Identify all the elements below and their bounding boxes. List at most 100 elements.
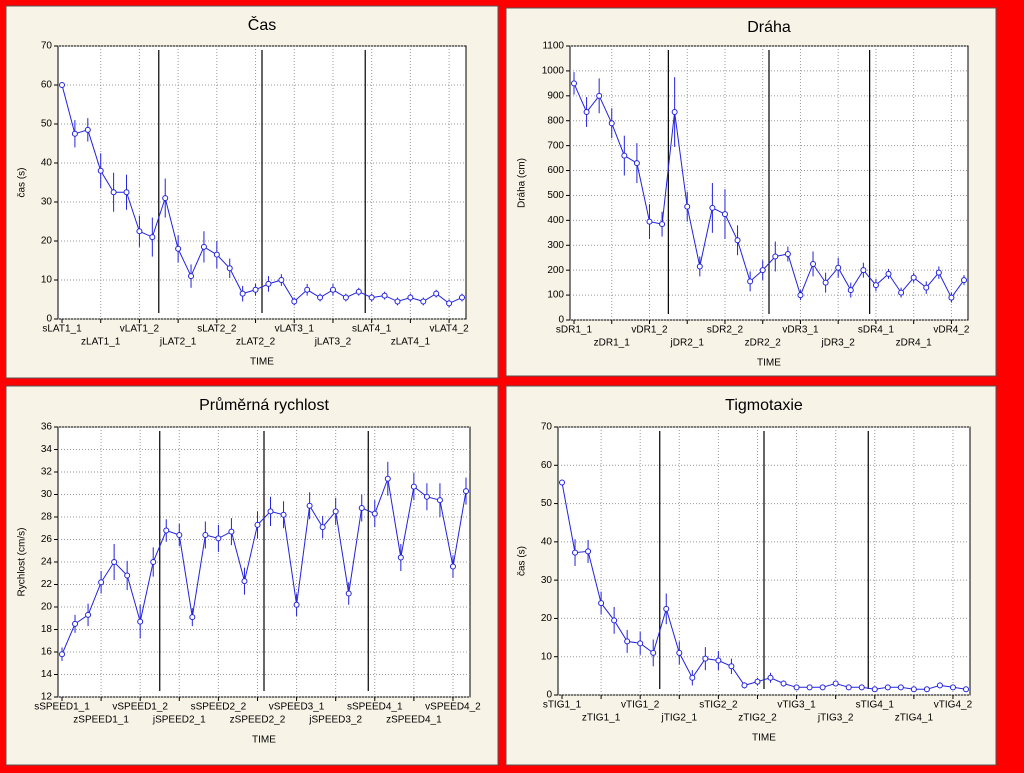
data-point [689, 674, 696, 681]
data-point [858, 684, 865, 691]
y-tick-label: 70 [41, 41, 53, 52]
data-point [772, 253, 779, 260]
data-point [819, 684, 826, 691]
y-tick-label: 28 [41, 512, 53, 523]
x-tick-label: vDR3_1 [782, 325, 819, 336]
y-tick-label: 12 [41, 692, 53, 703]
x-tick-label: zSPEED4_1 [386, 715, 442, 726]
x-tick-label: vTIG4_2 [934, 700, 973, 711]
x-tick-label: zLAT2_2 [236, 337, 276, 348]
data-point [265, 280, 272, 287]
data-point [241, 578, 248, 585]
data-point [884, 684, 891, 691]
data-point [59, 82, 65, 88]
y-axis-label: čas (s) [517, 546, 528, 576]
x-tick-label: zTIG1_1 [582, 713, 621, 724]
data-point [650, 649, 657, 656]
y-tick-label: 0 [46, 314, 52, 325]
data-point [72, 620, 79, 627]
data-point [767, 674, 774, 681]
y-tick-label: 100 [547, 290, 564, 301]
y-tick-label: 60 [541, 460, 553, 471]
y-tick-label: 700 [547, 140, 564, 151]
y-axis-label: čas (s) [17, 168, 28, 198]
x-tick-label: sDR1_1 [556, 325, 593, 336]
y-tick-label: 300 [547, 240, 564, 251]
data-point [923, 686, 930, 693]
data-point [910, 686, 917, 693]
y-tick-label: 900 [547, 90, 564, 101]
data-point [637, 640, 644, 647]
data-point [384, 475, 391, 482]
data-point [759, 267, 766, 274]
data-point [319, 524, 326, 531]
x-tick-label: jTIG2_1 [661, 713, 698, 724]
x-tick-label: zSPEED1_1 [73, 715, 129, 726]
x-tick-label: zLAT1_1 [81, 337, 121, 348]
data-point [583, 109, 590, 116]
x-tick-label: sTIG2_2 [699, 700, 738, 711]
data-point [709, 204, 716, 211]
data-point [433, 290, 440, 297]
y-tick-label: 10 [541, 651, 553, 662]
data-point [228, 528, 235, 535]
y-tick-label: 22 [41, 579, 53, 590]
y-tick-label: 50 [41, 119, 53, 130]
x-tick-label: vLAT1_2 [120, 324, 160, 335]
x-tick-label: zDR2_2 [745, 338, 782, 349]
data-point [949, 684, 956, 691]
x-tick-label: sTIG1_1 [543, 700, 582, 711]
x-tick-label: zLAT4_1 [391, 337, 431, 348]
chart-title: Čas [248, 15, 276, 34]
x-axis-label: TIME [252, 735, 276, 746]
y-tick-label: 50 [541, 498, 553, 509]
data-point [923, 284, 930, 291]
x-tick-label: jLAT3_2 [314, 337, 352, 348]
y-tick-label: 70 [541, 422, 553, 433]
x-tick-label: jSPEED3_2 [308, 715, 362, 726]
data-point [885, 270, 892, 277]
data-point [98, 579, 105, 586]
x-tick-label: vLAT3_1 [275, 324, 315, 335]
x-tick-label: sLAT2_2 [197, 324, 237, 335]
data-point [676, 649, 683, 656]
data-point [342, 294, 349, 301]
y-tick-label: 20 [41, 602, 53, 613]
data-point [226, 265, 233, 272]
y-tick-label: 200 [547, 265, 564, 276]
x-tick-label: jTIG3_2 [817, 713, 854, 724]
y-tick-label: 60 [41, 80, 53, 91]
data-point [734, 237, 741, 244]
data-point [97, 167, 104, 174]
data-point [150, 559, 157, 565]
y-tick-label: 40 [41, 158, 53, 169]
data-point [371, 510, 378, 517]
data-point [278, 277, 285, 283]
data-point [810, 260, 817, 267]
data-point [721, 211, 728, 218]
data-point [806, 684, 813, 691]
data-point [611, 617, 618, 624]
data-point [368, 294, 375, 301]
data-point [847, 287, 854, 294]
data-point [175, 245, 182, 252]
data-point [149, 234, 156, 241]
data-point [463, 488, 469, 495]
data-point [162, 195, 169, 202]
data-point [381, 292, 388, 299]
data-point [860, 267, 867, 274]
x-tick-label: sLAT4_1 [352, 324, 392, 335]
x-tick-label: sDR2_2 [707, 325, 744, 336]
data-point [254, 521, 261, 528]
data-point [111, 559, 118, 565]
data-point [715, 657, 722, 664]
y-tick-label: 26 [41, 534, 53, 545]
y-axis-label: Dráha (cm) [517, 158, 528, 208]
data-point [780, 680, 787, 687]
x-tick-label: vSPEED4_2 [425, 702, 481, 713]
y-tick-label: 1000 [542, 66, 565, 77]
x-tick-label: vTIG1_2 [621, 700, 660, 711]
x-tick-label: zTIG2_2 [738, 713, 777, 724]
data-point [420, 298, 427, 305]
x-tick-label: sSPEED4_1 [347, 702, 403, 713]
